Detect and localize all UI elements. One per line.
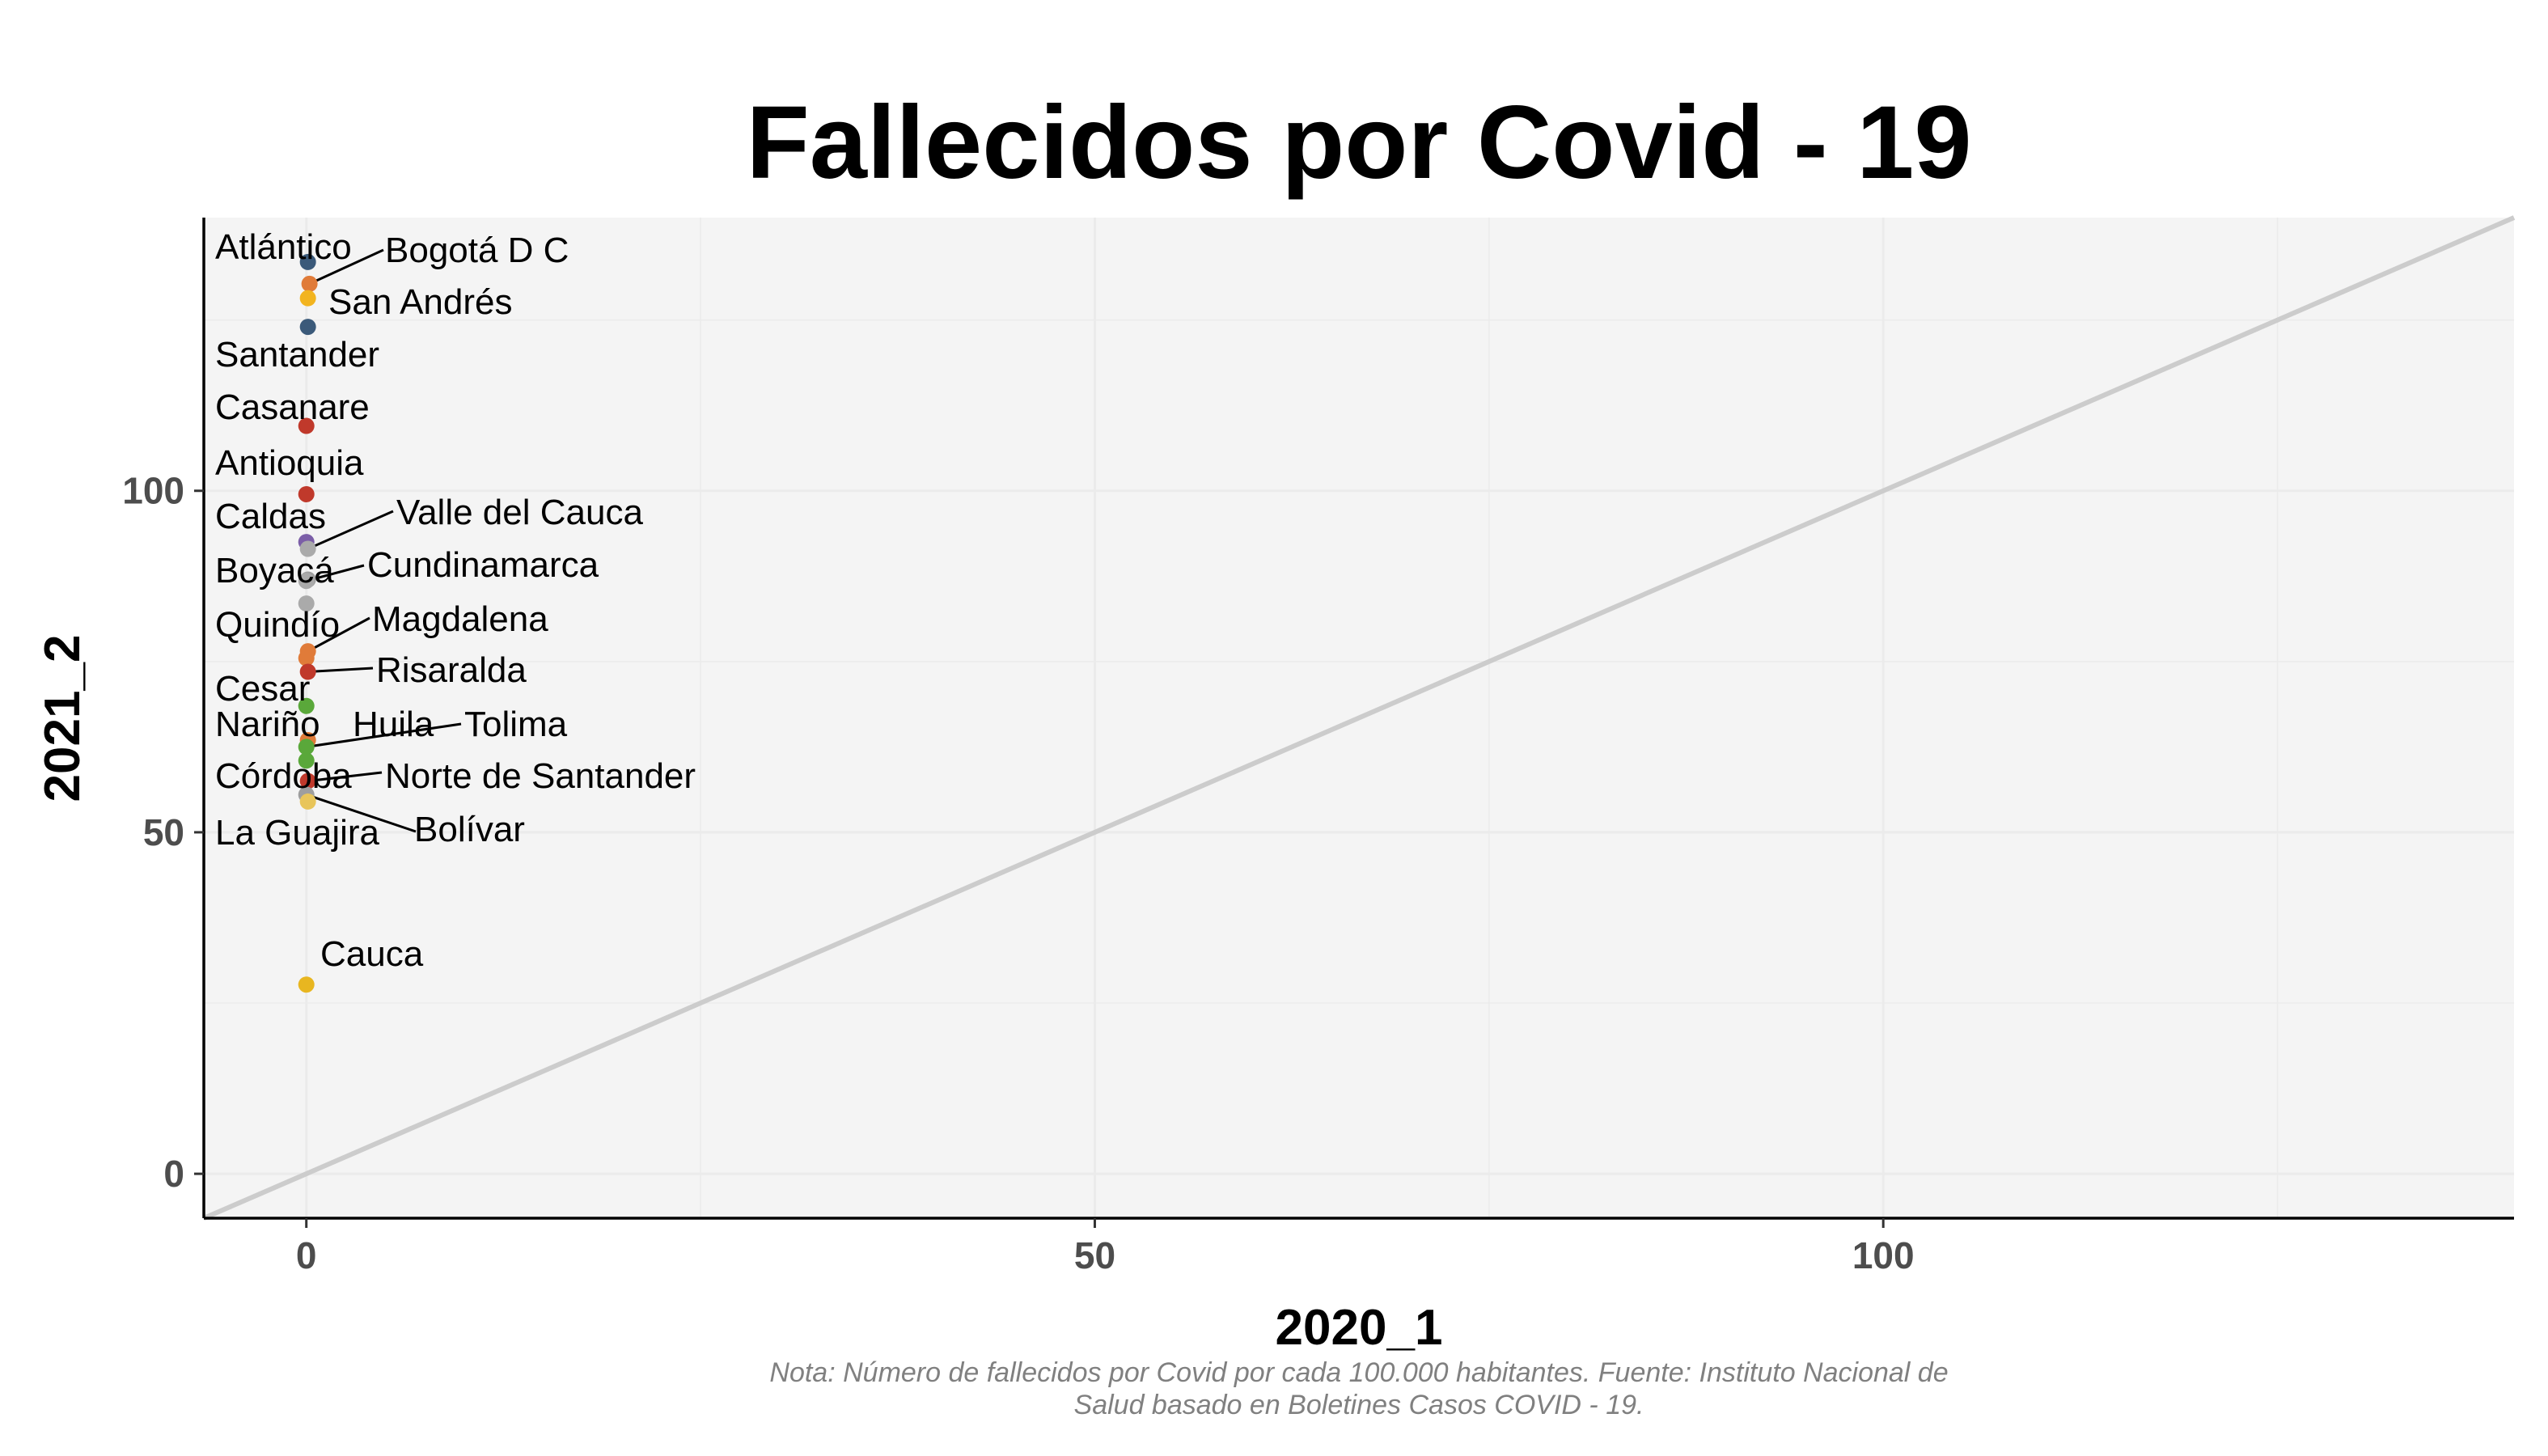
caption-line-1: Nota: Número de fallecidos por Covid por…: [769, 1357, 1948, 1388]
x-axis-ticks: 0 50 100: [296, 1218, 1915, 1276]
point-label: Antioquia: [215, 443, 364, 483]
point-label: Tolima: [464, 705, 568, 744]
point-label: Santander: [215, 335, 379, 375]
y-tick-label: 50: [143, 811, 184, 853]
point-label: Quindío: [215, 605, 340, 645]
label-leader: [306, 564, 365, 582]
data-point: [299, 253, 316, 270]
data-point: [299, 793, 316, 810]
x-tick-label: 0: [296, 1234, 317, 1276]
data-point: [298, 739, 315, 756]
reference-line: [202, 215, 2516, 1221]
x-tick-label: 100: [1852, 1234, 1915, 1276]
point-label: Cundinamarca: [367, 545, 599, 585]
data-point: [298, 976, 315, 993]
chart-title: Fallecidos por Covid - 19: [747, 85, 1972, 201]
point-label: Risaralda: [376, 650, 527, 690]
data-point: [298, 573, 315, 590]
data-point: [301, 275, 318, 292]
y-tick-label: 100: [122, 470, 184, 512]
data-point: [298, 595, 315, 612]
point-label: Boyacá: [215, 551, 334, 590]
y-axis-ticks: 0 50 100: [122, 470, 204, 1195]
label-leader: [307, 667, 374, 674]
label-leader: [307, 616, 370, 653]
caption-line-2: Salud basado en Boletines Casos COVID - …: [1074, 1390, 1644, 1420]
point-label: Valle del Cauca: [396, 493, 643, 532]
point-label: Magdalena: [372, 599, 548, 639]
data-point: [299, 540, 316, 557]
point-label: Caldas: [215, 497, 326, 536]
data-point: [298, 417, 315, 434]
point-label: Huila: [353, 705, 434, 744]
data-point: [298, 650, 315, 667]
data-point: [298, 485, 315, 502]
data-points: [298, 253, 318, 993]
point-label: Nariño: [215, 705, 320, 744]
gridlines: [204, 218, 2514, 1218]
point-label: Norte de Santander: [385, 756, 696, 796]
y-axis-title: 2021_2: [35, 635, 91, 802]
data-point: [298, 752, 315, 769]
point-label: Cauca: [320, 934, 424, 974]
data-point: [299, 290, 316, 307]
x-tick-label: 50: [1074, 1234, 1115, 1276]
label-leader: [306, 794, 417, 833]
point-label: Córdoba: [215, 756, 352, 796]
label-leaders: [306, 248, 462, 833]
point-label: Atlántico: [215, 227, 352, 267]
point-label: San Andrés: [328, 282, 513, 322]
point-labels: Atlántico Bogotá D C San Andrés Santander Ca…: [215, 227, 696, 974]
point-label: Casanare: [215, 387, 370, 427]
point-label: Bogotá D C: [385, 231, 569, 270]
label-leader: [308, 248, 384, 286]
point-label: Bolívar: [414, 810, 525, 849]
data-point: [299, 319, 316, 336]
data-point: [299, 663, 316, 680]
x-axis-title: 2020_1: [1276, 1300, 1443, 1356]
label-leader: [307, 510, 394, 550]
y-tick-label: 0: [163, 1153, 184, 1195]
point-label: Cesar: [215, 669, 310, 709]
point-label: La Guajira: [215, 813, 380, 853]
label-leader: [306, 722, 462, 748]
data-point: [298, 697, 315, 714]
data-point: [299, 772, 316, 789]
label-leader: [307, 771, 383, 783]
